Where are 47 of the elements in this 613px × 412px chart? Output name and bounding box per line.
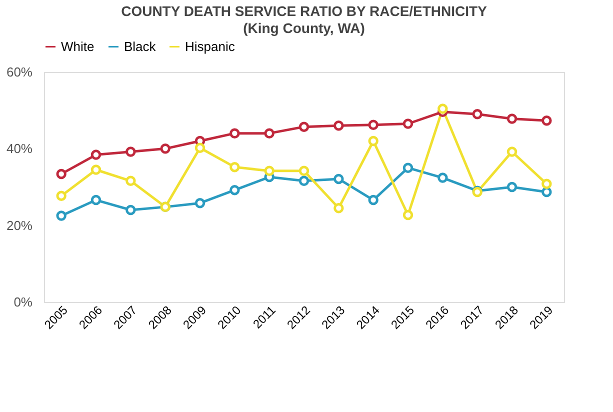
point xyxy=(160,144,170,154)
point xyxy=(264,128,274,138)
point xyxy=(402,210,414,220)
point xyxy=(438,172,448,183)
chart-subtitle: (King County, WA) xyxy=(243,20,365,36)
point xyxy=(90,150,102,160)
point xyxy=(334,202,344,214)
point xyxy=(298,122,310,132)
point xyxy=(506,114,518,124)
point xyxy=(368,120,378,130)
point xyxy=(334,174,344,184)
point xyxy=(368,136,378,146)
point xyxy=(230,162,240,172)
point xyxy=(542,186,552,198)
point xyxy=(126,176,136,186)
chart-title: COUNTY DEATH SERVICE RATIO BY RACE/ETHNICITY xyxy=(121,3,488,19)
legend-label: Black xyxy=(124,38,156,54)
point xyxy=(506,182,518,192)
point xyxy=(90,194,102,206)
point xyxy=(56,210,66,221)
y-tick-label: 0% xyxy=(14,294,33,310)
point xyxy=(126,146,136,157)
point xyxy=(542,178,552,190)
point xyxy=(126,204,136,216)
point xyxy=(402,118,414,129)
y-tick-label: 20% xyxy=(6,218,33,233)
point xyxy=(298,166,310,176)
point xyxy=(368,194,378,206)
y-tick-label: 40% xyxy=(6,141,33,156)
point xyxy=(506,146,518,157)
point xyxy=(56,168,66,180)
point xyxy=(402,162,414,173)
point xyxy=(298,176,310,186)
point xyxy=(90,164,102,175)
point xyxy=(438,104,448,114)
y-tick-label: 60% xyxy=(6,64,33,80)
point xyxy=(542,116,552,126)
point xyxy=(56,190,66,201)
legend-label: Hispanic xyxy=(185,38,236,54)
point xyxy=(230,184,240,196)
point xyxy=(472,109,482,120)
point xyxy=(194,142,206,154)
point xyxy=(230,128,240,138)
point xyxy=(334,120,344,131)
point xyxy=(194,198,206,208)
legend-label: White xyxy=(61,38,94,54)
point xyxy=(264,166,274,176)
